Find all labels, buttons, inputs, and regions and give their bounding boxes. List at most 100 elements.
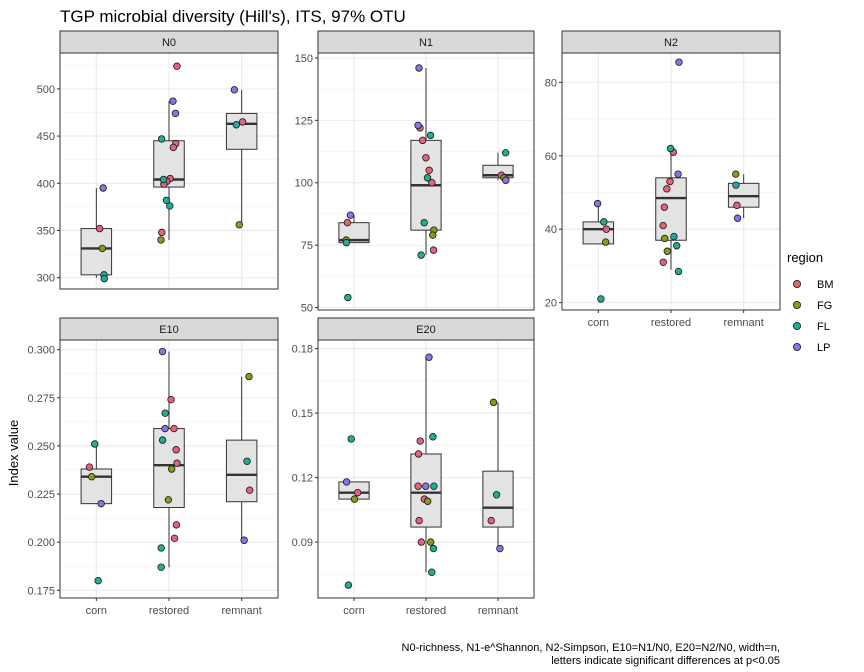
y-tick-label: 0.225 [27, 489, 55, 501]
data-point-bm [343, 218, 352, 227]
data-point-fg [167, 465, 176, 473]
data-point-bm [172, 521, 181, 529]
data-point-fl [417, 251, 425, 259]
caption-line-2: letters indicate significant differences… [551, 655, 780, 667]
panel-border [59, 52, 279, 290]
y-tick-label: 0.09 [292, 537, 313, 549]
data-point-fg [661, 234, 669, 243]
data-point-bm [414, 450, 423, 458]
data-point-bm [245, 486, 254, 494]
y-tick-label: 450 [37, 131, 55, 143]
panel-border [317, 52, 535, 311]
data-point-fl [674, 267, 683, 276]
facet-strip-label: E20 [416, 324, 436, 336]
data-point-fl [243, 457, 251, 465]
facet-e20: E20 0.09 0.12 0.15 0.18 corn restored remnant [292, 317, 535, 617]
y-tick-label: 300 [37, 273, 55, 285]
data-point-bm [170, 534, 179, 543]
data-point-fl [430, 482, 438, 490]
data-point-lp [240, 536, 248, 544]
facet-n2: N2 20 40 60 80 corn restored remnant [545, 30, 781, 329]
y-tick-label: 0.175 [27, 585, 55, 597]
legend: region BM FG FL LP [787, 250, 834, 354]
data-point-fg [732, 170, 740, 178]
box-corn [80, 187, 113, 278]
data-point-lp [99, 184, 107, 192]
y-tick-label: 100 [295, 178, 313, 190]
data-point-bm [415, 516, 423, 525]
box-restored [410, 357, 442, 573]
data-point-lp [425, 353, 433, 361]
y-tick-label: 50 [301, 303, 313, 315]
data-point-bm [173, 62, 181, 70]
data-point-bm [660, 203, 669, 211]
data-point-lp [675, 58, 683, 66]
data-point-fg [602, 238, 610, 246]
y-tick-label: 0.12 [292, 473, 313, 485]
facet-panels: N0 300 350 400 450 500 N1 50 75 100 125 150 N2 20 40 60… [27, 30, 781, 617]
y-tick-label: 20 [545, 298, 557, 310]
legend-title: region [787, 250, 823, 265]
data-point-lp [674, 170, 682, 178]
data-point-fg [350, 495, 359, 503]
legend-key [793, 279, 802, 288]
data-point-lp [169, 97, 177, 105]
data-point-lp [593, 199, 602, 208]
data-point-bm [429, 246, 438, 254]
data-point-bm [158, 228, 166, 237]
y-tick-label: 0.250 [27, 441, 55, 453]
data-point-lp [502, 176, 510, 184]
data-point-bm [659, 258, 667, 266]
data-point-lp [422, 482, 430, 490]
data-point-fg [663, 247, 672, 255]
data-point-fg [235, 221, 243, 229]
legend-key [793, 342, 802, 351]
x-tick-label: remnant [723, 317, 763, 329]
x-tick-label: restored [149, 605, 189, 617]
facet-strip-label: N0 [162, 37, 176, 49]
data-point-lp [342, 478, 351, 486]
data-point-fl [342, 238, 351, 247]
data-point-bm [95, 224, 104, 233]
data-point-fl [672, 242, 681, 250]
facet-strip-label: E10 [159, 324, 179, 336]
data-point-bm [428, 179, 436, 187]
box-iqr [410, 453, 442, 528]
caption-line-1: N0-richness, N1-e^Shannon, N2-Simpson, E… [402, 642, 780, 654]
box-remnant [225, 376, 258, 541]
data-point-fl [426, 131, 435, 140]
box-restored [153, 101, 185, 240]
data-point-fl [161, 409, 169, 417]
legend-item-fl: FL [793, 321, 830, 333]
data-point-fl [162, 196, 171, 204]
y-tick-label: 40 [545, 224, 557, 236]
legend-label: LP [817, 342, 830, 354]
data-point-lp [733, 214, 742, 222]
data-point-bm [425, 166, 433, 174]
data-point-bm [172, 446, 180, 454]
legend-label: FG [817, 300, 832, 312]
y-tick-label: 75 [301, 240, 313, 252]
box-restored [655, 148, 687, 270]
data-point-bm [416, 437, 424, 445]
data-point-fl [344, 581, 353, 589]
legend-key [793, 300, 802, 309]
data-point-fl [429, 433, 437, 441]
data-point-bm [602, 225, 611, 233]
data-point-fl [597, 295, 605, 303]
data-point-fl [94, 576, 102, 585]
data-point-lp [346, 211, 355, 219]
facet-e10: E10 0.175 0.200 0.225 0.250 0.275 0.300 corn res… [27, 317, 279, 617]
data-point-bm [487, 516, 495, 525]
box-restored [153, 351, 185, 568]
y-tick-label: 0.300 [27, 345, 55, 357]
legend-key [793, 321, 802, 330]
legend-item-lp: LP [793, 342, 830, 354]
box-iqr [80, 468, 113, 505]
data-point-fl [600, 218, 608, 226]
data-point-lp [171, 109, 180, 118]
x-tick-label: remnant [221, 605, 261, 617]
box-iqr [655, 177, 687, 241]
x-tick-label: restored [406, 605, 446, 617]
